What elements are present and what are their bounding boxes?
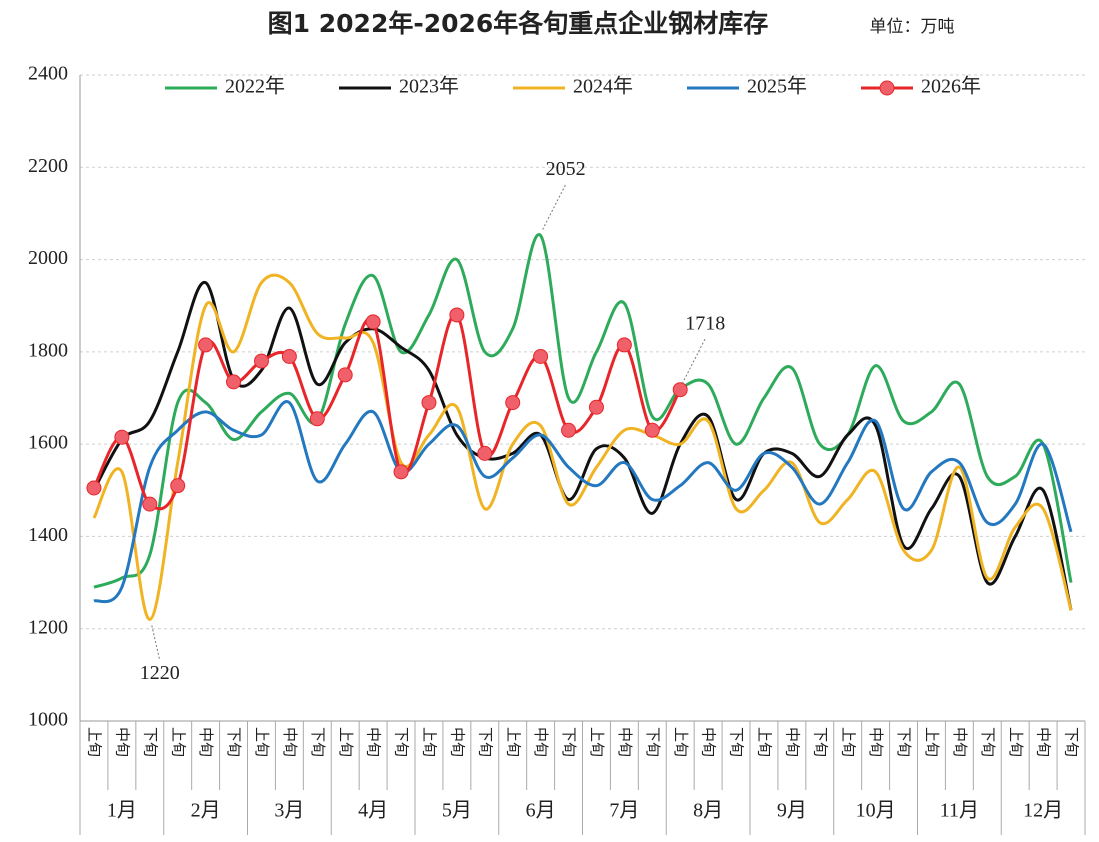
x-tick-label: 上旬 [421, 727, 438, 757]
point-marker [309, 411, 325, 427]
x-tick-label: 中旬 [1035, 727, 1052, 757]
point-marker [561, 422, 577, 438]
x-tick-label: 中旬 [365, 727, 382, 757]
annotation-leader [151, 625, 161, 661]
x-tick-label: 上旬 [1007, 727, 1024, 757]
legend-label: 2024年 [573, 75, 633, 98]
month-label: 2月 [191, 800, 221, 822]
point-marker [533, 348, 549, 364]
annotation-leader [542, 184, 567, 230]
point-marker [253, 353, 269, 369]
point-marker [86, 480, 102, 496]
point-marker [477, 445, 493, 461]
month-label: 9月 [777, 800, 807, 822]
legend-label: 2022年 [225, 75, 285, 98]
x-tick-label: 中旬 [448, 727, 465, 757]
unit-label: 单位：万吨 [870, 17, 955, 37]
y-tick-label: 1400 [28, 524, 68, 546]
point-marker [365, 314, 381, 330]
legend-label: 2025年 [747, 75, 807, 98]
month-label: 5月 [442, 800, 472, 822]
point-marker [198, 337, 214, 353]
point-marker [421, 395, 437, 411]
y-tick-label: 2000 [28, 247, 68, 269]
x-tick-label: 上旬 [504, 727, 521, 757]
x-tick-label: 上旬 [839, 727, 856, 757]
x-tick-label: 上旬 [756, 727, 773, 757]
x-tick-label: 下旬 [895, 727, 912, 757]
x-tick-label: 上旬 [86, 727, 103, 757]
x-tick-label: 上旬 [588, 727, 605, 757]
point-marker [114, 429, 130, 445]
x-tick-label: 中旬 [783, 727, 800, 757]
x-tick-label: 下旬 [393, 727, 410, 757]
series-line [92, 281, 1073, 611]
x-tick-label: 中旬 [867, 727, 884, 757]
x-tick-label: 下旬 [141, 727, 158, 757]
point-marker [644, 422, 660, 438]
month-label: 11月 [940, 800, 979, 822]
x-tick-label: 中旬 [700, 727, 717, 757]
y-tick-label: 1600 [28, 432, 68, 454]
annotation-leader [681, 338, 706, 384]
x-tick-label: 上旬 [923, 727, 940, 757]
x-tick-label: 下旬 [225, 727, 242, 757]
x-tick-label: 下旬 [309, 727, 326, 757]
month-label: 6月 [526, 800, 556, 822]
x-tick-label: 下旬 [644, 727, 661, 757]
point-marker [449, 307, 465, 323]
x-tick-label: 中旬 [113, 727, 130, 757]
y-tick-label: 2200 [28, 155, 68, 177]
month-label: 8月 [693, 800, 723, 822]
chart-title: 图1 2022年-2026年各旬重点企业钢材库存 [268, 9, 769, 38]
annotation-label: 2052 [546, 158, 586, 180]
month-label: 4月 [358, 800, 388, 822]
legend-label: 2026年 [921, 75, 981, 98]
x-tick-label: 下旬 [1063, 727, 1080, 757]
x-tick-label: 下旬 [728, 727, 745, 757]
x-tick-label: 下旬 [979, 727, 996, 757]
x-tick-label: 下旬 [811, 727, 828, 757]
point-marker [393, 464, 409, 480]
x-tick-label: 上旬 [169, 727, 186, 757]
point-marker [142, 496, 158, 512]
x-tick-label: 上旬 [337, 727, 354, 757]
point-marker [616, 337, 632, 353]
series-line [93, 233, 1073, 589]
x-tick-label: 中旬 [197, 727, 214, 757]
x-tick-label: 中旬 [532, 727, 549, 757]
month-label: 12月 [1023, 800, 1063, 822]
point-marker [337, 367, 353, 383]
month-label: 10月 [856, 800, 896, 822]
point-marker [226, 374, 242, 390]
series-line [92, 273, 1073, 621]
month-label: 1月 [107, 800, 137, 822]
point-marker [588, 399, 604, 415]
x-tick-label: 下旬 [560, 727, 577, 757]
point-marker [672, 382, 688, 398]
point-marker [281, 348, 297, 364]
y-tick-label: 1000 [28, 709, 68, 731]
x-tick-label: 中旬 [951, 727, 968, 757]
annotation-label: 1718 [685, 312, 725, 334]
x-tick-label: 下旬 [476, 727, 493, 757]
x-tick-label: 上旬 [672, 727, 689, 757]
x-tick-label: 中旬 [281, 727, 298, 757]
point-marker [505, 395, 521, 411]
legend-marker [879, 80, 895, 96]
x-tick-label: 中旬 [616, 727, 633, 757]
legend-label: 2023年 [399, 75, 459, 98]
point-marker [170, 478, 186, 494]
series-line [93, 400, 1073, 604]
month-label: 7月 [609, 800, 639, 822]
y-tick-label: 1800 [28, 339, 68, 361]
y-tick-label: 2400 [28, 63, 68, 85]
annotation-label: 1220 [140, 662, 180, 684]
y-tick-label: 1200 [28, 616, 68, 638]
month-label: 3月 [274, 800, 304, 822]
x-tick-label: 上旬 [253, 727, 270, 757]
